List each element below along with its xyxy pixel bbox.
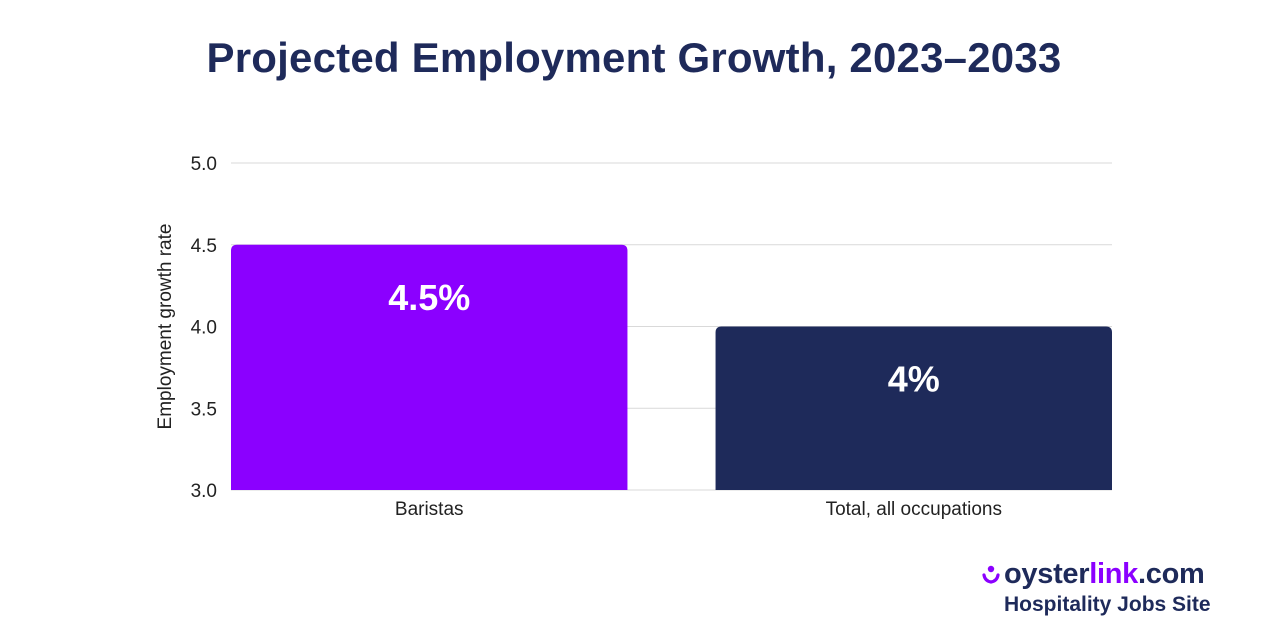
y-tick-label: 3.0 [191,481,217,502]
y-tick-label: 3.5 [191,399,217,420]
bar-1 [231,244,628,490]
y-tick-label: 5.0 [191,154,217,175]
chart-title: Projected Employment Growth, 2023–2033 [206,34,1062,81]
y-tick-label: 4.5 [191,236,217,257]
brand-logo: oysterlink.com Hospitality Jobs Site [980,556,1240,626]
x-tick-label: Baristas [395,499,464,520]
x-tick-label: Total, all occupations [826,499,1002,520]
brand-name-oyster: oyster [1004,558,1090,590]
brand-name-link: link [1089,558,1139,590]
oyster-link-logo-icon [980,563,1002,585]
bar-2 [715,326,1112,490]
y-tick-label: 4.0 [191,318,217,339]
data-label: 4% [888,359,940,400]
brand-name-tld: .com [1138,558,1205,590]
brand-wordmark: oysterlink.com [980,556,1205,592]
y-axis-title: Employment growth rate [155,224,176,430]
brand-name: oysterlink.com [1004,556,1205,592]
data-label: 4.5% [388,277,470,318]
brand-tagline: Hospitality Jobs Site [1004,593,1211,616]
